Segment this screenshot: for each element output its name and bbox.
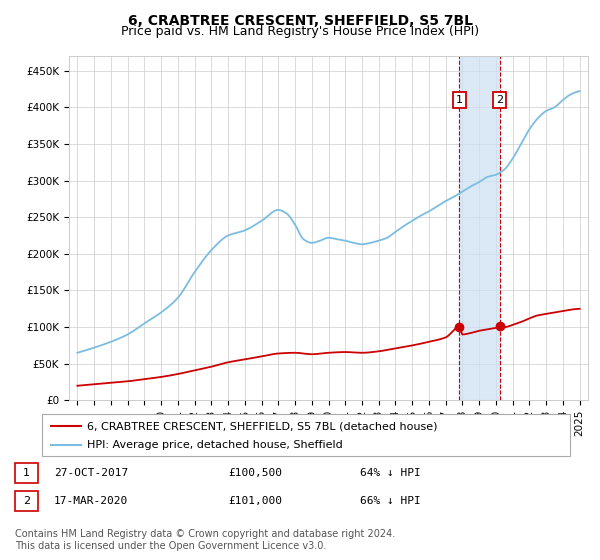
Text: 6, CRABTREE CRESCENT, SHEFFIELD, S5 7BL: 6, CRABTREE CRESCENT, SHEFFIELD, S5 7BL xyxy=(128,14,473,28)
Text: £101,000: £101,000 xyxy=(228,496,282,506)
Text: 66% ↓ HPI: 66% ↓ HPI xyxy=(360,496,421,506)
Text: 27-OCT-2017: 27-OCT-2017 xyxy=(54,468,128,478)
Text: HPI: Average price, detached house, Sheffield: HPI: Average price, detached house, Shef… xyxy=(87,440,343,450)
Text: 1: 1 xyxy=(23,468,30,478)
Text: 6, CRABTREE CRESCENT, SHEFFIELD, S5 7BL (detached house): 6, CRABTREE CRESCENT, SHEFFIELD, S5 7BL … xyxy=(87,421,437,431)
Text: 2: 2 xyxy=(496,95,503,105)
Text: 17-MAR-2020: 17-MAR-2020 xyxy=(54,496,128,506)
Text: Contains HM Land Registry data © Crown copyright and database right 2024.
This d: Contains HM Land Registry data © Crown c… xyxy=(15,529,395,551)
Text: £100,500: £100,500 xyxy=(228,468,282,478)
Text: Price paid vs. HM Land Registry's House Price Index (HPI): Price paid vs. HM Land Registry's House … xyxy=(121,25,479,38)
Bar xyxy=(460,56,500,400)
Text: 2: 2 xyxy=(23,496,30,506)
Text: 1: 1 xyxy=(456,95,463,105)
Text: 64% ↓ HPI: 64% ↓ HPI xyxy=(360,468,421,478)
